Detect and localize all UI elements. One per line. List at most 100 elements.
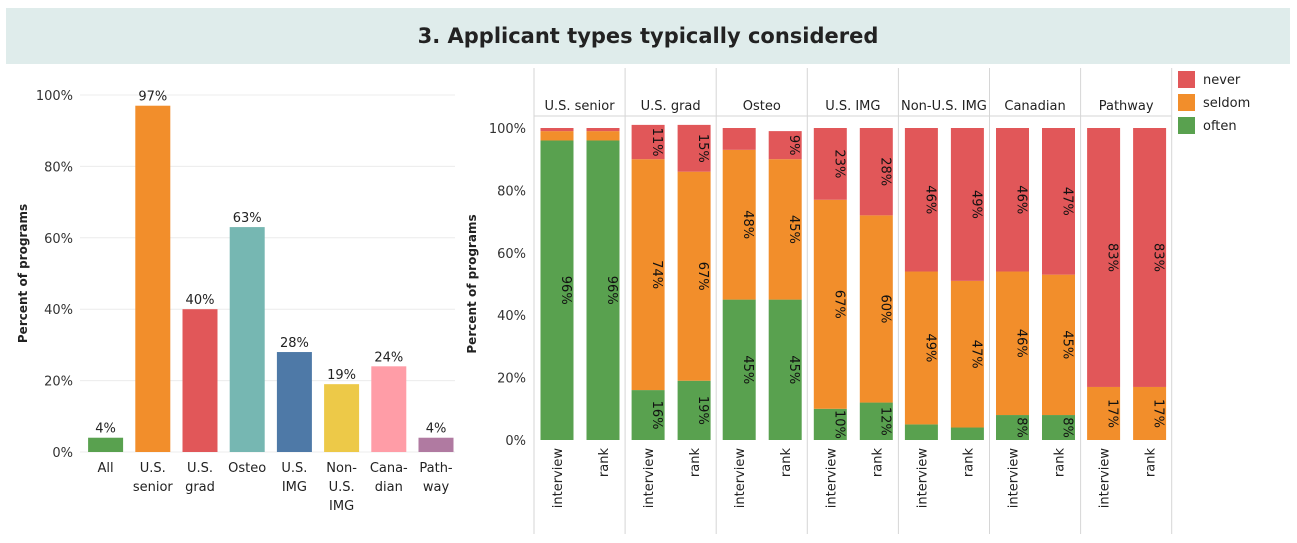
x-tick-label: U.S. <box>187 461 213 476</box>
segment-label: 45% <box>1060 330 1075 359</box>
y-axis-label: Percent of programs <box>16 204 30 343</box>
bar-category-label: rank <box>870 448 885 478</box>
segment-never <box>950 128 984 281</box>
y-tick-label: 80% <box>44 160 73 175</box>
bar-value-label: 19% <box>327 368 356 383</box>
segment-label: 60% <box>877 295 892 324</box>
bar-category-label: rank <box>779 448 794 478</box>
bar-category-label: interview <box>551 448 566 509</box>
bar-3 <box>229 227 265 452</box>
segment-never <box>904 128 938 272</box>
legend-swatch-often <box>1178 117 1195 134</box>
legend-label: seldom <box>1203 96 1250 111</box>
stacked-bar-chart: Percent of programs 0% 20% 40% 60% 80% 100% U.S… <box>465 68 1250 534</box>
segment-often <box>813 408 847 440</box>
bar-1 <box>135 105 171 453</box>
overall-bar-chart: 0% 20% 40% 60% 80% 100% Percent of programs 4% A… <box>16 89 455 514</box>
x-tick-label: U.S. <box>140 461 166 476</box>
x-tick-label: way <box>423 480 450 495</box>
segment-label: 46% <box>922 185 937 214</box>
segment-label: 45% <box>786 355 801 384</box>
bar-2 <box>182 309 218 452</box>
segment-seldom <box>950 280 984 428</box>
bar-category-label: interview <box>1098 448 1113 509</box>
segment-label: 48% <box>740 210 755 239</box>
group-header: U.S. IMG <box>825 99 880 114</box>
x-tick-label: IMG <box>329 499 354 514</box>
x-tick-label: dian <box>375 480 403 495</box>
bar-6 <box>371 366 407 452</box>
y-tick-label: 100% <box>489 122 526 137</box>
segment-often <box>859 402 893 440</box>
y-tick-label: 40% <box>44 303 73 318</box>
segment-often <box>768 299 802 440</box>
bar-category-label: rank <box>597 448 612 478</box>
segment-label: 19% <box>695 396 710 425</box>
bar-category-label: interview <box>824 448 839 509</box>
segment-label: 23% <box>831 149 846 178</box>
segment-often <box>904 424 938 440</box>
bar-category-label: interview <box>733 448 748 509</box>
x-tick-label: IMG <box>282 480 307 495</box>
segment-often <box>950 427 984 440</box>
y-tick-label: 80% <box>497 184 526 199</box>
x-tick-label: Path- <box>419 461 453 476</box>
segment-label: 74% <box>649 260 664 289</box>
bar-category-label: interview <box>1007 448 1022 509</box>
bar-category-label: rank <box>961 448 976 478</box>
segment-never <box>768 131 802 160</box>
y-tick-label: 60% <box>44 232 73 247</box>
segment-label: 45% <box>786 215 801 244</box>
bar-4 <box>276 352 312 452</box>
segment-label: 96% <box>558 276 573 305</box>
segment-often <box>1042 415 1075 440</box>
x-tick-label: grad <box>185 480 215 495</box>
segment-often <box>540 140 574 440</box>
group-header: Pathway <box>1099 99 1154 114</box>
y-tick-label: 0% <box>505 434 526 449</box>
x-tick-label: U.S. <box>329 480 355 495</box>
segment-seldom <box>677 171 711 381</box>
segment-label: 46% <box>1014 185 1029 214</box>
group-header: U.S. grad <box>641 99 701 114</box>
segment-never <box>1042 128 1075 275</box>
bar-category-label: rank <box>1144 448 1159 478</box>
segment-never <box>586 128 620 132</box>
segment-label: 47% <box>968 340 983 369</box>
y-tick-label: 60% <box>497 247 526 262</box>
chart-title: 3. Applicant types typically considered <box>417 24 879 48</box>
segment-seldom <box>859 215 893 403</box>
bar-value-label: 4% <box>95 422 116 437</box>
y-tick-label: 100% <box>36 89 73 104</box>
segment-label: 45% <box>740 355 755 384</box>
title-bar: 3. Applicant types typically considered <box>6 8 1290 64</box>
segment-label: 15% <box>695 134 710 163</box>
bar-0 <box>88 437 124 452</box>
x-tick-label: Cana- <box>370 461 408 476</box>
segment-label: 83% <box>1151 243 1166 272</box>
bar-value-label: 4% <box>426 422 447 437</box>
legend-swatch-never <box>1178 71 1195 88</box>
y-tick-label: 40% <box>497 309 526 324</box>
segment-seldom <box>722 149 756 300</box>
segment-never <box>677 124 711 172</box>
segment-label: 46% <box>1014 329 1029 358</box>
segment-seldom <box>904 271 938 425</box>
segment-label: 28% <box>877 157 892 186</box>
segment-label: 10% <box>831 410 846 439</box>
group-header: Non-U.S. IMG <box>901 99 987 114</box>
segment-label: 16% <box>649 401 664 430</box>
x-tick-label: Non- <box>326 461 357 476</box>
segment-never <box>722 128 756 150</box>
segment-label: 8% <box>1014 417 1029 438</box>
bar-category-label: rank <box>688 448 703 478</box>
segment-seldom <box>768 159 802 300</box>
x-tick-label: Osteo <box>228 461 266 476</box>
segment-label: 67% <box>695 262 710 291</box>
bar-value-label: 40% <box>186 293 215 308</box>
segment-seldom <box>1042 274 1075 416</box>
segment-label: 96% <box>604 276 619 305</box>
segment-seldom <box>586 131 620 141</box>
segment-seldom <box>631 159 665 391</box>
segment-label: 12% <box>877 407 892 436</box>
